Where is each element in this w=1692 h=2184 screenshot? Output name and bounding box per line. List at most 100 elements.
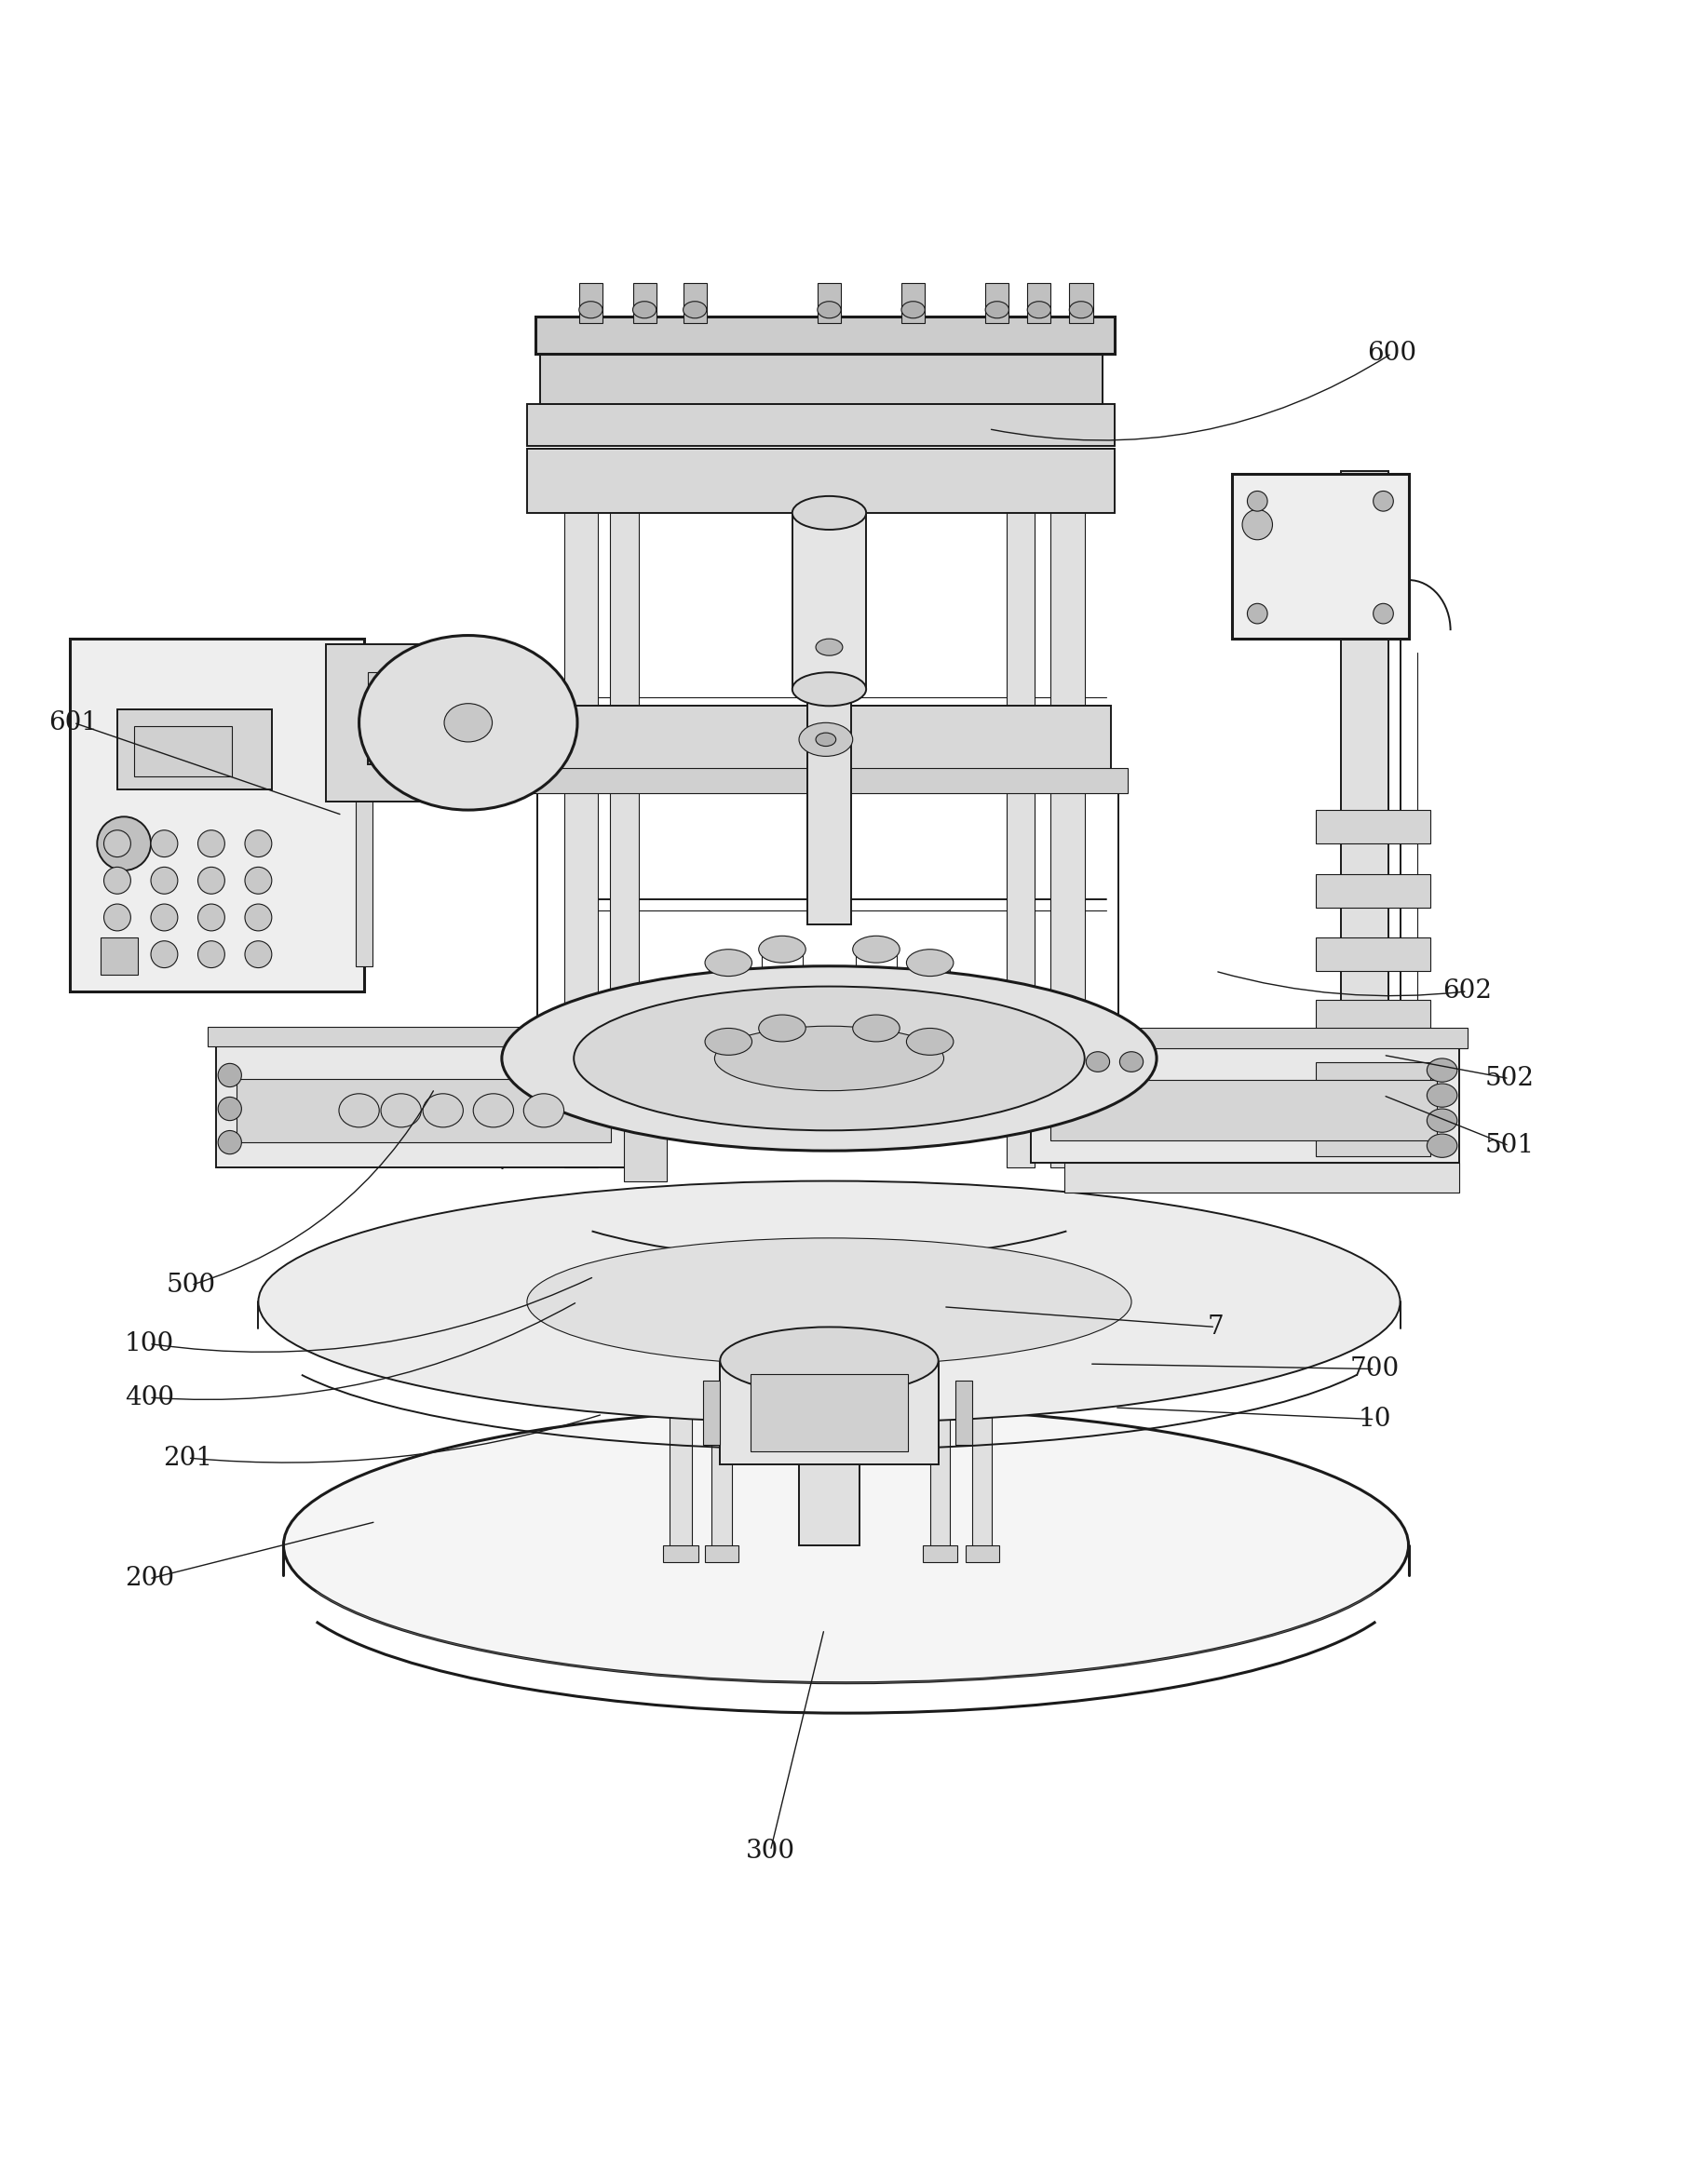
Ellipse shape bbox=[706, 1029, 751, 1055]
Bar bbox=[1051, 472, 1085, 1168]
Ellipse shape bbox=[245, 830, 272, 856]
Ellipse shape bbox=[853, 937, 900, 963]
Bar bbox=[1342, 472, 1389, 1192]
Bar bbox=[1007, 472, 1036, 1168]
Ellipse shape bbox=[523, 1094, 563, 1127]
Ellipse shape bbox=[151, 904, 178, 930]
Bar bbox=[1027, 284, 1051, 323]
Ellipse shape bbox=[758, 937, 805, 963]
Bar bbox=[706, 1546, 738, 1562]
Ellipse shape bbox=[198, 867, 225, 893]
Bar bbox=[1316, 1000, 1430, 1033]
Bar bbox=[807, 690, 851, 924]
Ellipse shape bbox=[526, 1238, 1132, 1365]
Ellipse shape bbox=[198, 941, 225, 968]
Ellipse shape bbox=[218, 1131, 242, 1153]
Ellipse shape bbox=[799, 1282, 860, 1306]
Text: 500: 500 bbox=[166, 1273, 217, 1297]
Ellipse shape bbox=[902, 301, 926, 319]
Ellipse shape bbox=[245, 904, 272, 930]
Bar bbox=[540, 705, 1112, 773]
Ellipse shape bbox=[103, 830, 130, 856]
Bar bbox=[325, 644, 469, 802]
Bar bbox=[1316, 1061, 1430, 1096]
Ellipse shape bbox=[1069, 301, 1093, 319]
Ellipse shape bbox=[245, 867, 272, 893]
Ellipse shape bbox=[817, 301, 841, 319]
Ellipse shape bbox=[1426, 1083, 1457, 1107]
Bar bbox=[799, 1293, 860, 1546]
Text: 201: 201 bbox=[162, 1446, 213, 1470]
Bar bbox=[712, 1317, 733, 1548]
Bar bbox=[526, 404, 1115, 446]
Ellipse shape bbox=[151, 830, 178, 856]
Bar bbox=[670, 1317, 692, 1548]
Text: 501: 501 bbox=[1484, 1133, 1535, 1158]
Bar bbox=[208, 1026, 675, 1046]
Bar bbox=[1051, 1081, 1437, 1140]
Bar bbox=[931, 1317, 951, 1548]
Ellipse shape bbox=[218, 1096, 242, 1120]
Bar bbox=[611, 472, 638, 1168]
Ellipse shape bbox=[445, 703, 492, 743]
Bar bbox=[971, 1317, 992, 1548]
Text: 400: 400 bbox=[125, 1385, 174, 1411]
Bar bbox=[956, 1380, 971, 1444]
Ellipse shape bbox=[474, 1094, 514, 1127]
Bar bbox=[721, 1361, 939, 1465]
Bar bbox=[1064, 1162, 1459, 1192]
Ellipse shape bbox=[381, 1094, 421, 1127]
Bar bbox=[985, 284, 1008, 323]
Bar bbox=[134, 725, 232, 778]
Bar bbox=[684, 284, 707, 323]
Bar bbox=[792, 513, 866, 690]
Ellipse shape bbox=[1247, 603, 1267, 625]
Bar bbox=[964, 1546, 998, 1562]
Ellipse shape bbox=[338, 1094, 379, 1127]
Bar bbox=[902, 284, 926, 323]
Bar bbox=[624, 1033, 667, 1182]
Bar bbox=[540, 354, 1103, 404]
Ellipse shape bbox=[1027, 301, 1051, 319]
Ellipse shape bbox=[758, 1016, 805, 1042]
Text: 600: 600 bbox=[1367, 341, 1416, 367]
Bar bbox=[100, 937, 137, 974]
Ellipse shape bbox=[218, 1064, 242, 1088]
Bar bbox=[535, 317, 1115, 354]
Text: 601: 601 bbox=[49, 710, 98, 736]
Bar bbox=[367, 705, 477, 764]
Text: 100: 100 bbox=[125, 1332, 174, 1356]
Text: 502: 502 bbox=[1484, 1066, 1535, 1092]
Ellipse shape bbox=[684, 301, 707, 319]
Ellipse shape bbox=[574, 987, 1085, 1131]
Ellipse shape bbox=[1374, 491, 1394, 511]
Ellipse shape bbox=[1374, 603, 1394, 625]
Ellipse shape bbox=[151, 941, 178, 968]
Bar bbox=[750, 1374, 909, 1450]
Ellipse shape bbox=[792, 496, 866, 531]
Ellipse shape bbox=[359, 636, 577, 810]
Text: 602: 602 bbox=[1443, 978, 1492, 1005]
Bar bbox=[71, 638, 364, 992]
Ellipse shape bbox=[503, 965, 1157, 1151]
Ellipse shape bbox=[907, 1029, 954, 1055]
Ellipse shape bbox=[1242, 509, 1272, 539]
Text: 10: 10 bbox=[1359, 1406, 1391, 1433]
Ellipse shape bbox=[985, 301, 1008, 319]
Bar bbox=[1316, 810, 1430, 843]
Ellipse shape bbox=[284, 1406, 1408, 1684]
Bar bbox=[579, 284, 602, 323]
Bar bbox=[367, 673, 477, 714]
Ellipse shape bbox=[423, 1094, 464, 1127]
Bar bbox=[1069, 284, 1093, 323]
Bar bbox=[237, 1079, 611, 1142]
Ellipse shape bbox=[96, 817, 151, 871]
Bar bbox=[526, 450, 1115, 513]
Bar bbox=[1316, 874, 1430, 906]
Bar bbox=[924, 1546, 956, 1562]
Ellipse shape bbox=[706, 950, 751, 976]
Bar bbox=[1022, 1029, 1467, 1048]
Ellipse shape bbox=[103, 904, 130, 930]
Bar bbox=[117, 710, 272, 791]
Ellipse shape bbox=[907, 950, 954, 976]
